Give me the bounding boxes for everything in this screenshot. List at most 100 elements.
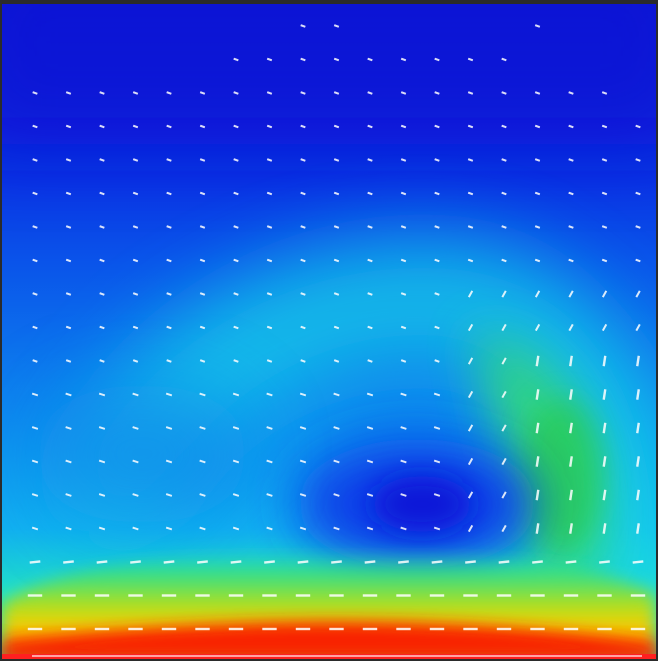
velocity-vector [233,91,239,95]
velocity-vector [501,91,507,95]
velocity-vector [534,323,541,332]
velocity-vector [635,225,641,229]
velocity-vector [199,191,206,196]
velocity-vector [367,292,373,296]
velocity-vector [32,124,38,129]
velocity-vector [233,225,239,229]
velocity-vector [501,57,507,62]
velocity-vector [300,57,306,62]
velocity-vector [400,158,407,162]
velocity-vector [32,325,38,330]
velocity-vector [569,422,573,434]
velocity-vector [63,560,74,564]
velocity-vector [166,124,172,129]
velocity-vector [233,258,239,263]
velocity-vector [535,523,540,534]
velocity-vector [132,158,139,162]
velocity-vector [199,158,206,162]
velocity-vector [467,225,474,229]
velocity-vector [635,290,641,298]
velocity-vector [300,24,306,28]
velocity-vector [32,91,38,95]
velocity-vector [568,258,574,263]
velocity-vector [199,359,206,363]
velocity-vector [467,158,474,162]
velocity-vector [501,457,507,466]
velocity-vector [32,191,38,196]
velocity-vector [98,459,106,464]
velocity-vectors [27,24,646,631]
velocity-vector [635,191,641,196]
velocity-vector [333,459,340,464]
velocity-vector [266,57,273,62]
velocity-vector [132,359,139,363]
velocity-vector [199,124,206,129]
velocity-vector [400,292,407,296]
velocity-vector [65,91,72,95]
velocity-vector [333,426,340,430]
velocity-vector [232,459,240,464]
velocity-vector [333,57,340,62]
velocity-vector [199,91,206,95]
velocity-vector [99,225,105,229]
velocity-vector [367,158,373,162]
velocity-vector [501,290,507,298]
velocity-vector [467,57,474,62]
velocity-vector [535,489,540,501]
velocity-vector [299,459,307,464]
velocity-vector [367,258,373,263]
flow-field-svg [2,4,656,659]
velocity-vector [632,560,644,564]
velocity-vector [400,426,407,430]
velocity-vector [99,124,105,129]
velocity-vector [65,359,72,363]
velocity-vector [467,390,474,399]
velocity-vector [132,91,139,95]
velocity-vector [367,124,373,129]
velocity-vector [635,323,641,332]
velocity-vector [165,493,173,497]
velocity-vector [366,426,374,430]
velocity-vector [601,225,608,229]
velocity-vector [602,456,607,467]
velocity-vector [199,392,206,397]
velocity-vector [199,459,206,464]
velocity-vector [199,493,206,497]
velocity-vector [199,225,206,229]
velocity-vector [602,489,607,501]
velocity-vector [333,225,340,229]
velocity-vector [233,158,239,162]
velocity-vector [266,191,273,196]
velocity-vector [333,526,340,531]
velocity-vector [166,292,172,296]
velocity-vector [300,225,306,229]
velocity-vector [132,191,139,196]
velocity-vector [501,323,507,332]
velocity-vector [434,91,440,95]
bottom-red-band [2,622,656,659]
velocity-vector [636,389,640,400]
velocity-vector [199,526,206,531]
velocity-vector [132,493,139,497]
velocity-vector [434,158,440,162]
velocity-vector [165,392,173,397]
velocity-vector [569,523,573,534]
velocity-vector [568,191,574,196]
velocity-vector [197,560,208,564]
velocity-vector [601,91,608,95]
velocity-vector [367,57,373,62]
velocity-vector [498,560,510,564]
velocity-vector [367,91,373,95]
velocity-vector [300,292,306,296]
flow-field-plot [2,4,656,659]
velocity-vector [467,491,474,499]
velocity-vector [501,258,507,263]
velocity-vector [65,225,72,229]
velocity-vector [166,225,172,229]
velocity-vector [233,292,239,296]
velocity-vector [266,526,273,531]
velocity-vector [300,191,306,196]
velocity-vector [400,258,407,263]
velocity-vector [299,526,307,531]
velocity-vector [501,191,507,196]
